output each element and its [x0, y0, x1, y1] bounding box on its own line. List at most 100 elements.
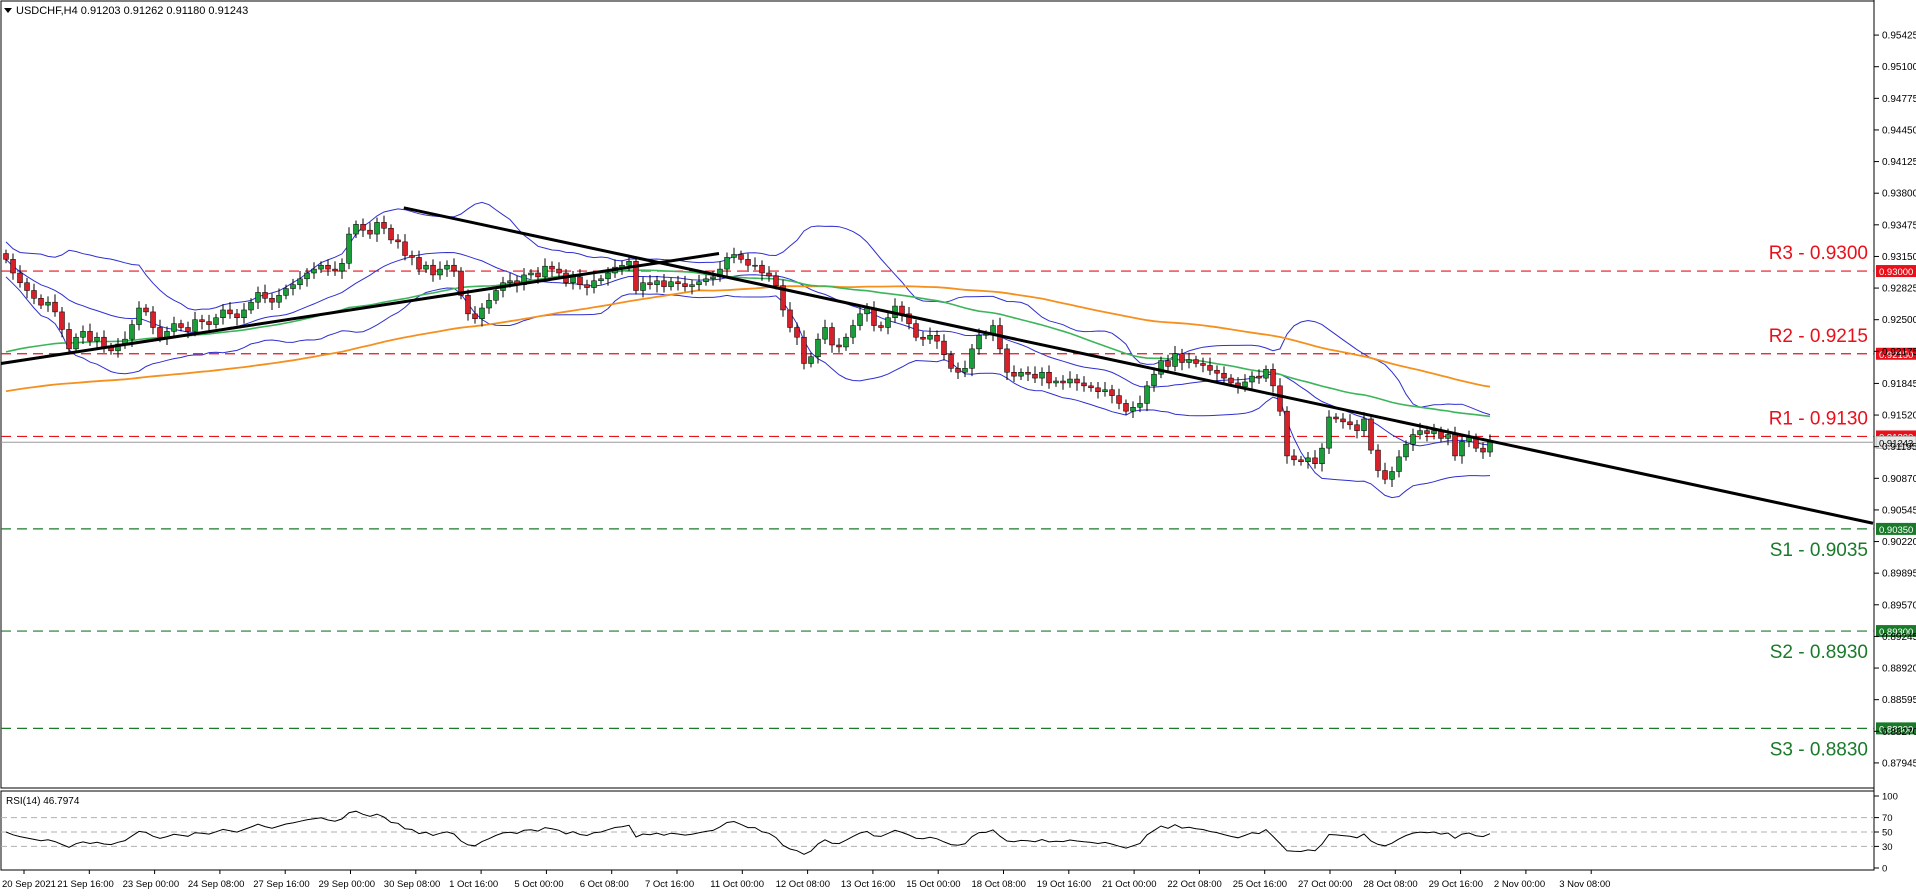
- candle-bearish: [185, 327, 191, 332]
- candle-bullish: [220, 309, 226, 319]
- candle-bearish: [773, 275, 779, 286]
- candle-bearish: [759, 264, 765, 274]
- candle-bearish: [1004, 348, 1010, 373]
- symbol-dropdown-icon[interactable]: [4, 8, 12, 13]
- moving-average-fast-line: [5, 269, 1491, 418]
- candle-bearish: [1424, 430, 1430, 434]
- candle-bullish: [1417, 430, 1423, 435]
- bollinger-lower-band: [5, 276, 1491, 499]
- candle-bullish: [822, 327, 828, 340]
- candle-bearish: [388, 227, 394, 241]
- candle-bullish: [339, 263, 345, 272]
- candle-bearish: [199, 319, 205, 322]
- candle-bullish: [1053, 380, 1059, 384]
- candle-bullish: [528, 272, 534, 276]
- candle-bearish: [332, 268, 338, 272]
- candle-bullish: [710, 276, 716, 280]
- candle-bullish: [1431, 430, 1437, 434]
- candle-bearish: [367, 229, 373, 235]
- candle-bearish: [59, 311, 65, 330]
- candle-bearish: [948, 354, 954, 369]
- x-tick-label: 25 Oct 16:00: [1233, 879, 1287, 890]
- candle-bullish: [605, 272, 611, 280]
- candle-bullish: [213, 317, 219, 325]
- candle-bullish: [654, 280, 660, 285]
- candle-bearish: [262, 292, 268, 299]
- candle-bearish: [633, 261, 639, 291]
- candle-bearish: [325, 264, 331, 270]
- x-tick-label: 28 Oct 08:00: [1363, 879, 1417, 890]
- candle-bearish: [458, 270, 464, 296]
- candle-bullish: [885, 317, 891, 328]
- price-tick-label: 0.95100: [1882, 62, 1916, 73]
- candle-bullish: [927, 335, 933, 340]
- candle-bearish: [829, 327, 835, 346]
- candle-bullish: [626, 261, 632, 266]
- candle-bearish: [584, 284, 590, 288]
- current-price-tag: [1875, 436, 1916, 449]
- candle-bullish: [731, 254, 737, 258]
- candle-bullish: [1305, 457, 1311, 463]
- candle-bearish: [3, 253, 9, 260]
- candle-bullish: [1249, 375, 1255, 383]
- level-tag-s1: [1876, 522, 1916, 535]
- x-tick-label: 5 Oct 00:00: [514, 879, 563, 890]
- candle-bearish: [416, 257, 422, 270]
- candle-bullish: [374, 222, 380, 235]
- rsi-tick-label: 50: [1882, 828, 1893, 839]
- candle-bearish: [745, 259, 751, 266]
- x-tick-label: 24 Sep 08:00: [188, 879, 245, 890]
- level-tag-r2: [1876, 347, 1916, 360]
- candle-bullish: [1242, 381, 1248, 388]
- candle-bullish: [318, 264, 324, 270]
- candle-bullish: [976, 335, 982, 350]
- price-tick-label: 0.90220: [1882, 537, 1916, 548]
- candle-bullish: [703, 278, 709, 282]
- candle-bearish: [178, 323, 184, 328]
- level-tag-label: 0.88300: [1879, 724, 1913, 735]
- price-tick-label: 0.91845: [1882, 379, 1916, 390]
- candle-bearish: [780, 285, 786, 311]
- candle-bullish: [689, 284, 695, 287]
- candle-bearish: [465, 295, 471, 315]
- level-tag-s3: [1876, 722, 1916, 735]
- candle-bullish: [444, 264, 450, 270]
- candle-bearish: [1032, 373, 1038, 379]
- candle-bearish: [787, 309, 793, 328]
- x-tick-label: 29 Oct 16:00: [1429, 879, 1483, 890]
- rsi-panel-frame: [0, 790, 1875, 871]
- x-tick-label: 7 Oct 16:00: [645, 879, 694, 890]
- candle-bullish: [815, 338, 821, 357]
- level-tag-label: 0.90350: [1879, 525, 1913, 536]
- candle-bearish: [402, 241, 408, 256]
- level-label-s3: S3 - 0.8830: [1770, 739, 1868, 760]
- candle-bullish: [129, 324, 135, 340]
- candle-bullish: [969, 348, 975, 369]
- level-tag-r3: [1876, 265, 1916, 278]
- price-tick-label: 0.92500: [1882, 315, 1916, 326]
- candle-bearish: [1123, 403, 1129, 412]
- x-tick-label: 21 Oct 00:00: [1102, 879, 1156, 890]
- candle-bullish: [1326, 416, 1332, 449]
- candle-bearish: [738, 254, 744, 260]
- price-tick-label: 0.93475: [1882, 220, 1916, 231]
- candle-bullish: [1102, 389, 1108, 392]
- candle-bullish: [1151, 373, 1157, 387]
- candle-bearish: [647, 282, 653, 285]
- candle-bearish: [143, 307, 149, 313]
- candle-bullish: [808, 356, 814, 364]
- candle-bearish: [1480, 447, 1486, 453]
- x-tick-label: 20 Sep 2021: [2, 879, 56, 890]
- candle-bearish: [206, 321, 212, 325]
- candle-bearish: [913, 323, 919, 338]
- candle-bearish: [430, 264, 436, 276]
- candle-bearish: [1179, 353, 1185, 363]
- price-tick-label: 0.88270: [1882, 727, 1916, 738]
- candle-bearish: [451, 264, 457, 272]
- candle-bearish: [87, 331, 93, 342]
- candle-bullish: [1158, 360, 1164, 375]
- candle-bullish: [1144, 385, 1150, 404]
- candle-bearish: [941, 340, 947, 355]
- candle-bullish: [1396, 456, 1402, 472]
- candle-bearish: [955, 368, 961, 373]
